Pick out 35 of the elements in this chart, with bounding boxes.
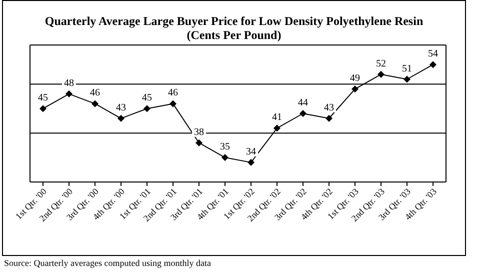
point — [430, 61, 436, 68]
data-label: 44 — [298, 98, 308, 108]
data-label: 45 — [142, 92, 152, 104]
data-label: 46 — [168, 88, 178, 99]
point — [66, 90, 72, 98]
point — [378, 70, 384, 78]
data-label: 38 — [194, 126, 204, 138]
point — [170, 100, 176, 108]
point — [352, 86, 358, 93]
data-label: 43 — [116, 102, 126, 114]
point — [144, 105, 150, 112]
data-label: 43 — [324, 102, 334, 114]
data-label: 34 — [246, 146, 256, 158]
data-label: 54 — [428, 48, 438, 60]
point — [404, 76, 410, 83]
point — [300, 110, 306, 117]
chart-subtitle: (Cents Per Pound) — [186, 28, 282, 42]
data-label: 48 — [64, 78, 74, 89]
point — [274, 124, 280, 132]
point — [222, 154, 228, 162]
chart-title: Quarterly Average Large Buyer Price for Low Density Polyethylene Resin — [44, 14, 424, 28]
point — [92, 100, 98, 108]
source-note: Source: Quarterly averages computed using monthly data — [4, 258, 212, 268]
point — [118, 114, 124, 122]
data-label: 35 — [220, 142, 230, 153]
data-label: 41 — [272, 112, 282, 124]
data-label: 52 — [376, 58, 386, 70]
data-label: 46 — [90, 88, 100, 99]
point — [40, 105, 46, 112]
point — [248, 158, 254, 166]
data-label: 45 — [38, 92, 48, 104]
data-label: 51 — [402, 63, 412, 74]
point — [326, 114, 332, 122]
point — [196, 139, 202, 146]
data-label: 49 — [350, 73, 360, 84]
